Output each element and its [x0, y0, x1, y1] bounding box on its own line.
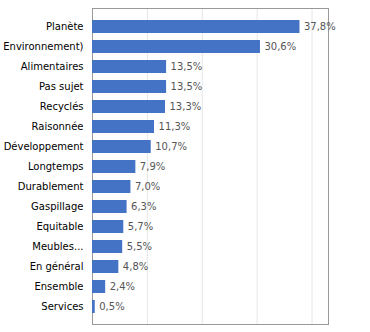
svg-text:13,5%: 13,5%	[171, 81, 203, 92]
svg-text:Pas sujet: Pas sujet	[39, 81, 84, 92]
svg-text:Gaspillage: Gaspillage	[31, 201, 83, 212]
svg-text:Développement: Développement	[4, 141, 84, 152]
svg-text:Recyclés: Recyclés	[40, 101, 84, 112]
svg-text:Longtemps: Longtemps	[28, 161, 84, 172]
svg-text:4,8%: 4,8%	[123, 261, 148, 272]
svg-text:13,3%: 13,3%	[169, 101, 201, 112]
svg-text:7,9%: 7,9%	[140, 161, 165, 172]
svg-text:Raisonnée: Raisonnée	[32, 121, 84, 132]
svg-text:6,3%: 6,3%	[131, 201, 156, 212]
svg-text:En général: En général	[30, 261, 84, 272]
svg-text:Equitable: Equitable	[36, 221, 83, 232]
svg-text:Services: Services	[41, 301, 83, 312]
svg-text:30,6%: 30,6%	[264, 41, 296, 52]
svg-text:5,5%: 5,5%	[127, 241, 152, 252]
svg-text:0,5%: 0,5%	[99, 301, 124, 312]
svg-text:Planète: Planète	[46, 21, 84, 32]
svg-text:7,0%: 7,0%	[135, 181, 160, 192]
svg-text:5,7%: 5,7%	[128, 221, 153, 232]
svg-text:Meubles...: Meubles...	[32, 241, 83, 252]
svg-text:Durablement: Durablement	[18, 181, 84, 192]
svg-text:2,4%: 2,4%	[110, 281, 135, 292]
svg-text:11,3%: 11,3%	[159, 121, 191, 132]
svg-text:Ensemble: Ensemble	[34, 281, 83, 292]
svg-text:10,7%: 10,7%	[155, 141, 187, 152]
svg-text:Alimentaires: Alimentaires	[21, 61, 84, 72]
svg-text:Environnement): Environnement)	[3, 41, 83, 52]
svg-text:37,8%: 37,8%	[304, 21, 336, 32]
svg-text:13,5%: 13,5%	[171, 61, 203, 72]
